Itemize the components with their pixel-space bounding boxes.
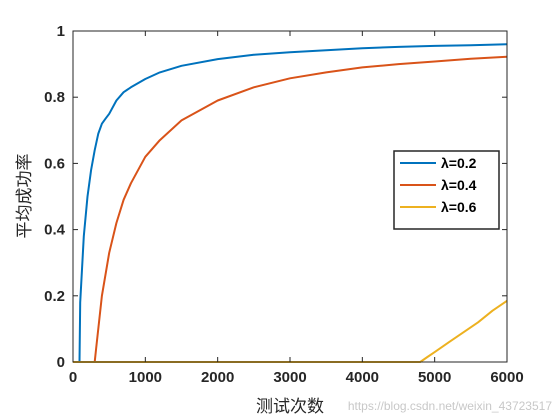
- y-axis-label: 平均成功率: [15, 154, 35, 239]
- x-axis-label: 测试次数: [256, 397, 324, 417]
- y-tick-label: 0.4: [44, 222, 66, 239]
- x-tick-label: 0: [69, 369, 77, 386]
- y-axis: 0 0.2 0.4 0.6 0.8 1: [44, 23, 507, 371]
- x-tick-label: 2000: [201, 369, 234, 386]
- x-tick-label: 1000: [129, 369, 162, 386]
- legend-label-2: λ=0.4: [441, 177, 477, 193]
- x-axis: 0 1000 2000 3000 4000 5000 6000: [69, 31, 524, 386]
- series-layer: [73, 43, 508, 363]
- legend-label-3: λ=0.6: [441, 199, 477, 215]
- y-tick-label: 0.2: [44, 288, 65, 305]
- legend: λ=0.2 λ=0.4 λ=0.6: [393, 150, 500, 230]
- x-tick-label: 3000: [273, 369, 306, 386]
- series-line-3: [73, 299, 508, 363]
- y-tick-label: 1: [57, 23, 65, 40]
- y-tick-label: 0.6: [44, 155, 65, 172]
- y-tick-label: 0: [57, 354, 65, 371]
- x-tick-label: 6000: [490, 369, 523, 386]
- y-tick-label: 0.8: [44, 89, 65, 106]
- x-tick-label: 4000: [346, 369, 379, 386]
- watermark: https://blog.csdn.net/weixin_43723517: [348, 399, 552, 413]
- series-line-1: [73, 43, 508, 363]
- x-tick-label: 5000: [418, 369, 451, 386]
- series-line-2: [73, 55, 508, 363]
- legend-label-1: λ=0.2: [441, 155, 477, 171]
